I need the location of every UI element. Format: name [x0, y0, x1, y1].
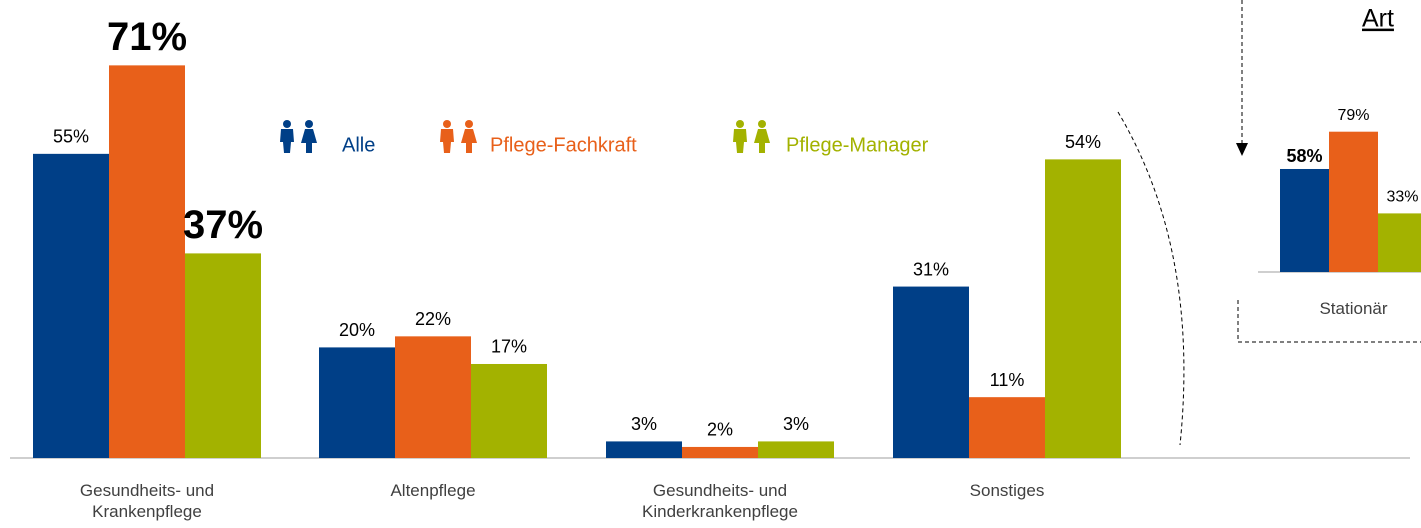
icon-body: [280, 129, 294, 153]
bar: [606, 441, 682, 458]
x-tick-label: Sonstiges: [969, 481, 1045, 500]
legend-icon: [440, 120, 477, 153]
legend-icon: [733, 120, 770, 153]
data-label: 58%: [1286, 146, 1322, 166]
arrow-head: [1236, 143, 1248, 156]
icon-body: [733, 129, 747, 153]
bar: [319, 347, 395, 458]
bar: [185, 253, 261, 458]
data-label: 3%: [631, 414, 657, 434]
legend-label: Pflege-Manager: [786, 134, 929, 156]
icon-head: [305, 120, 313, 128]
data-label: 33%: [1386, 189, 1418, 206]
icon-body: [754, 129, 770, 153]
icon-head: [465, 120, 473, 128]
bar: [1280, 168, 1329, 272]
data-label: 20%: [339, 320, 375, 340]
dashed-arc: [1117, 111, 1185, 446]
icon-head: [283, 120, 291, 128]
icon-head: [736, 120, 744, 128]
x-tick-label: Stationär: [1319, 299, 1388, 318]
bar: [1378, 213, 1421, 272]
bar: [1329, 131, 1378, 272]
data-label: 2%: [707, 420, 733, 440]
bar: [682, 446, 758, 458]
icon-body: [301, 129, 317, 153]
data-label: 37%: [183, 203, 263, 247]
data-label: 55%: [53, 127, 89, 147]
data-label: 17%: [491, 337, 527, 357]
bar: [395, 336, 471, 458]
icon-head: [758, 120, 766, 128]
bar: [109, 65, 185, 459]
bar: [1045, 159, 1121, 458]
x-tick-label: Altenpflege: [390, 481, 476, 500]
icon-head: [443, 120, 451, 128]
data-label: 54%: [1065, 132, 1101, 152]
data-label: 71%: [107, 15, 187, 59]
data-label: 22%: [415, 309, 451, 329]
inset-title: Art: [1362, 5, 1394, 33]
bar: [893, 286, 969, 458]
data-label: 79%: [1337, 107, 1369, 124]
legend-label: Alle: [342, 134, 375, 156]
icon-body: [461, 129, 477, 153]
bar: [33, 153, 109, 458]
x-tick-label: Gesundheits- und Kinderkrankenpflege: [642, 481, 798, 521]
x-tick-label: Gesundheits- und Krankenpflege: [79, 481, 215, 521]
data-label: 3%: [783, 414, 809, 434]
data-label: 31%: [913, 259, 949, 279]
dashed-box: [1237, 300, 1421, 343]
data-label: 11%: [990, 370, 1025, 390]
bar: [969, 397, 1045, 458]
legend-icon: [280, 120, 317, 153]
bar: [758, 441, 834, 458]
icon-body: [440, 129, 454, 153]
legend-label: Pflege-Fachkraft: [490, 134, 637, 156]
bar: [471, 363, 547, 458]
